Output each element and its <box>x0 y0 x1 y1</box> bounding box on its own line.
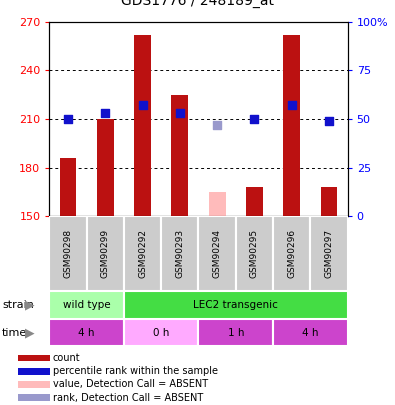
Bar <box>97 119 114 216</box>
Text: count: count <box>53 353 81 363</box>
Bar <box>310 216 348 291</box>
Bar <box>18 381 51 388</box>
Text: GSM90292: GSM90292 <box>138 229 147 278</box>
Bar <box>87 216 124 291</box>
Text: 1 h: 1 h <box>228 328 244 337</box>
Text: ▶: ▶ <box>25 326 34 339</box>
Text: rank, Detection Call = ABSENT: rank, Detection Call = ABSENT <box>53 392 203 403</box>
Point <box>65 116 71 122</box>
Text: GSM90297: GSM90297 <box>324 229 333 278</box>
Point <box>177 110 183 117</box>
Point <box>288 102 295 109</box>
Bar <box>124 291 348 319</box>
Bar <box>283 35 300 216</box>
Bar <box>246 187 263 216</box>
Bar <box>49 319 124 346</box>
Text: GDS1776 / 248189_at: GDS1776 / 248189_at <box>121 0 274 8</box>
Text: GSM90296: GSM90296 <box>287 229 296 278</box>
Text: GSM90293: GSM90293 <box>175 229 184 278</box>
Bar <box>18 355 51 361</box>
Text: GSM90295: GSM90295 <box>250 229 259 278</box>
Text: ▶: ▶ <box>25 298 34 311</box>
Bar <box>171 95 188 216</box>
Text: 4 h: 4 h <box>78 328 95 337</box>
Text: 0 h: 0 h <box>153 328 169 337</box>
Bar <box>236 216 273 291</box>
Bar <box>209 192 226 216</box>
Point <box>214 122 220 128</box>
Bar <box>49 291 124 319</box>
Text: wild type: wild type <box>63 300 111 310</box>
Text: GSM90298: GSM90298 <box>64 229 73 278</box>
Point <box>139 102 146 109</box>
Point <box>102 110 109 117</box>
Bar <box>124 319 199 346</box>
Text: value, Detection Call = ABSENT: value, Detection Call = ABSENT <box>53 379 208 389</box>
Text: LEC2 transgenic: LEC2 transgenic <box>193 300 278 310</box>
Bar <box>134 35 151 216</box>
Point <box>326 118 332 124</box>
Bar <box>18 368 51 375</box>
Bar <box>161 216 199 291</box>
Bar <box>49 216 87 291</box>
Text: GSM90294: GSM90294 <box>213 229 222 278</box>
Text: time: time <box>2 328 27 337</box>
Text: GSM90299: GSM90299 <box>101 229 110 278</box>
Bar <box>60 158 76 216</box>
Bar <box>199 319 273 346</box>
Text: 4 h: 4 h <box>302 328 319 337</box>
Bar <box>273 319 348 346</box>
Bar <box>124 216 161 291</box>
Bar <box>18 394 51 401</box>
Bar <box>321 187 337 216</box>
Text: strain: strain <box>2 300 34 310</box>
Bar <box>199 216 236 291</box>
Bar <box>273 216 310 291</box>
Point <box>251 116 258 122</box>
Text: percentile rank within the sample: percentile rank within the sample <box>53 366 218 376</box>
